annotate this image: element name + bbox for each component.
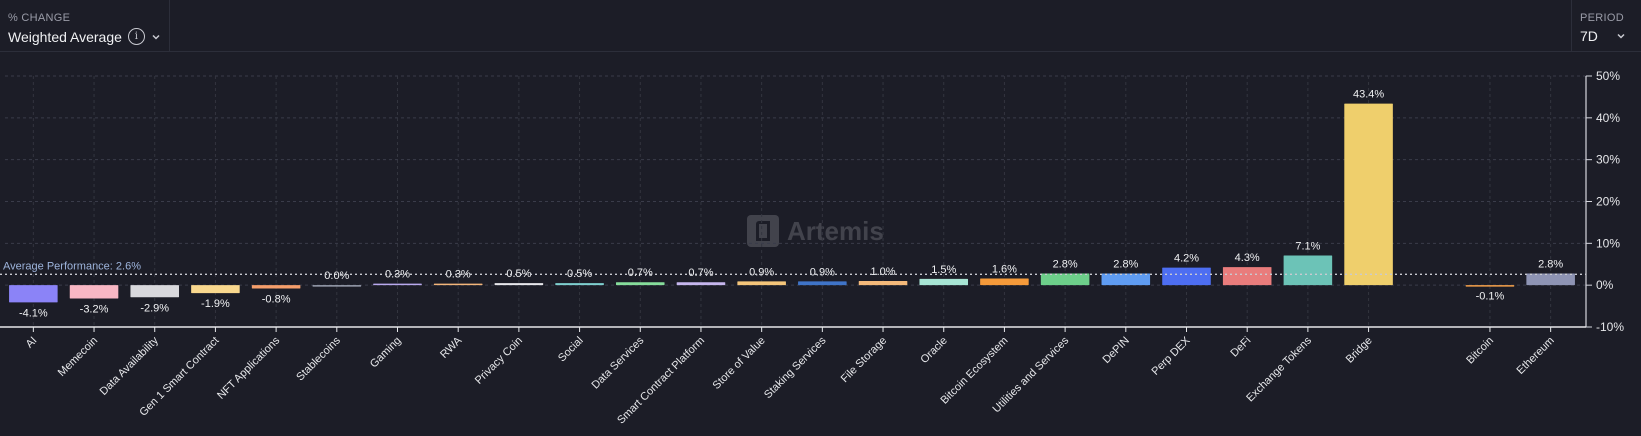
- bar: [737, 281, 786, 286]
- x-tick-label: Bitcoin Ecosystem: [939, 335, 1011, 407]
- x-tick-label: Perp DEX: [1150, 334, 1194, 378]
- x-tick-label: Stablecoins: [294, 334, 343, 383]
- bar: [69, 285, 119, 299]
- bar: [130, 285, 180, 298]
- y-tick-label: -10%: [1596, 320, 1624, 334]
- chevron-down-icon: [1617, 33, 1625, 39]
- x-tick-label: RWA: [438, 334, 465, 361]
- average-label: Average Performance: 2.6%: [3, 260, 141, 272]
- metric-dropdown[interactable]: Weighted Average i: [8, 28, 161, 45]
- bar-value-label: -4.1%: [19, 307, 48, 319]
- bar-value-label: -2.9%: [140, 302, 169, 314]
- artemis-watermark: Artemis: [747, 215, 884, 247]
- x-tick-label: AI: [24, 335, 40, 351]
- x-tick-label: Bridge: [1344, 335, 1375, 366]
- x-tick-label: Memecoin: [56, 335, 100, 379]
- bar-value-label: 0.5%: [567, 268, 592, 280]
- metric-panel: % CHANGE Weighted Average i: [0, 0, 170, 52]
- bar: [1101, 273, 1151, 286]
- period-label: PERIOD: [1580, 12, 1624, 24]
- bar-value-label: -0.1%: [1476, 291, 1505, 303]
- bar-value-label: 2.8%: [1538, 258, 1563, 270]
- period-dropdown[interactable]: 7D: [1580, 28, 1626, 44]
- bar: [9, 285, 58, 303]
- y-tick-label: 0%: [1596, 278, 1614, 292]
- bar-value-label: 0.0%: [324, 270, 349, 282]
- bar-value-label: 2.8%: [1113, 258, 1138, 270]
- x-tick-label: Ethereum: [1515, 335, 1557, 377]
- bar: [1040, 273, 1090, 286]
- bar-value-label: 0.3%: [385, 269, 410, 281]
- bar-value-label: 1.5%: [931, 264, 956, 276]
- x-tick-label: DePIN: [1101, 335, 1132, 366]
- x-tick-label: File Storage: [839, 335, 889, 385]
- artemis-logo-icon: [747, 215, 779, 247]
- metric-label: % CHANGE: [8, 12, 71, 24]
- bar: [433, 283, 483, 286]
- bar: [858, 280, 908, 286]
- x-tick-label: DeFi: [1228, 335, 1253, 360]
- chevron-down-icon: [152, 34, 160, 40]
- bar-value-label: 4.2%: [1174, 253, 1199, 265]
- bar-value-label: 0.7%: [628, 267, 653, 279]
- x-tick-label: NFT Applications: [215, 334, 282, 401]
- bar-value-label: 0.5%: [506, 268, 531, 280]
- bar: [1465, 285, 1515, 287]
- x-tick-label: Social: [556, 335, 586, 365]
- x-tick-label: Data Services: [589, 334, 646, 391]
- bar-value-label: 0.9%: [749, 266, 774, 278]
- bar-value-label: 43.4%: [1353, 89, 1384, 101]
- bar-value-label: -1.9%: [201, 298, 230, 310]
- period-panel: PERIOD 7D: [1571, 0, 1641, 52]
- bar: [555, 283, 604, 286]
- bar-value-label: 2.8%: [1053, 258, 1078, 270]
- bar: [1222, 267, 1272, 286]
- bar-value-label: 0.3%: [446, 269, 471, 281]
- x-tick-label: Bitcoin: [1464, 335, 1496, 367]
- bar: [798, 281, 847, 286]
- x-tick-label: Gaming: [368, 335, 404, 371]
- y-tick-label: 20%: [1596, 195, 1620, 209]
- bar: [312, 285, 362, 287]
- top-toolbar: % CHANGE Weighted Average i PERIOD 7D: [0, 0, 1641, 52]
- x-tick-label: Privacy Coin: [473, 335, 525, 387]
- bar: [251, 285, 301, 289]
- bar: [676, 282, 726, 286]
- bar: [1283, 255, 1333, 286]
- bar-value-label: 1.6%: [992, 263, 1017, 275]
- bar-value-label: 0.7%: [688, 267, 713, 279]
- bar: [1344, 103, 1393, 286]
- bar-value-label: 4.3%: [1235, 252, 1260, 264]
- bar: [191, 285, 240, 294]
- x-tick-label: Store of Value: [711, 335, 768, 392]
- bar: [919, 278, 969, 286]
- bar-value-label: -3.2%: [80, 304, 109, 316]
- y-tick-label: 30%: [1596, 153, 1620, 167]
- bar: [1162, 267, 1211, 286]
- x-tick-label: Staking Services: [762, 334, 829, 401]
- metric-value: Weighted Average: [8, 28, 122, 45]
- bar-value-label: 1.0%: [870, 266, 895, 278]
- x-tick-label: Oracle: [918, 335, 949, 366]
- bar: [980, 278, 1029, 286]
- x-tick-label: Exchange Tokens: [1244, 334, 1314, 404]
- watermark-text: Artemis: [787, 215, 884, 246]
- bar-value-label: 0.9%: [810, 266, 835, 278]
- y-tick-label: 40%: [1596, 111, 1620, 125]
- y-tick-label: 50%: [1596, 69, 1620, 83]
- x-tick-label: Data Availability: [98, 334, 162, 398]
- bar-value-label: -0.8%: [262, 294, 291, 306]
- bar: [1526, 273, 1575, 286]
- info-icon[interactable]: i: [127, 28, 145, 45]
- y-tick-label: 10%: [1596, 236, 1620, 250]
- bar-value-label: 7.1%: [1295, 240, 1320, 252]
- bar: [494, 283, 544, 286]
- period-value: 7D: [1580, 28, 1598, 44]
- bar: [373, 283, 422, 286]
- bar: [615, 282, 665, 286]
